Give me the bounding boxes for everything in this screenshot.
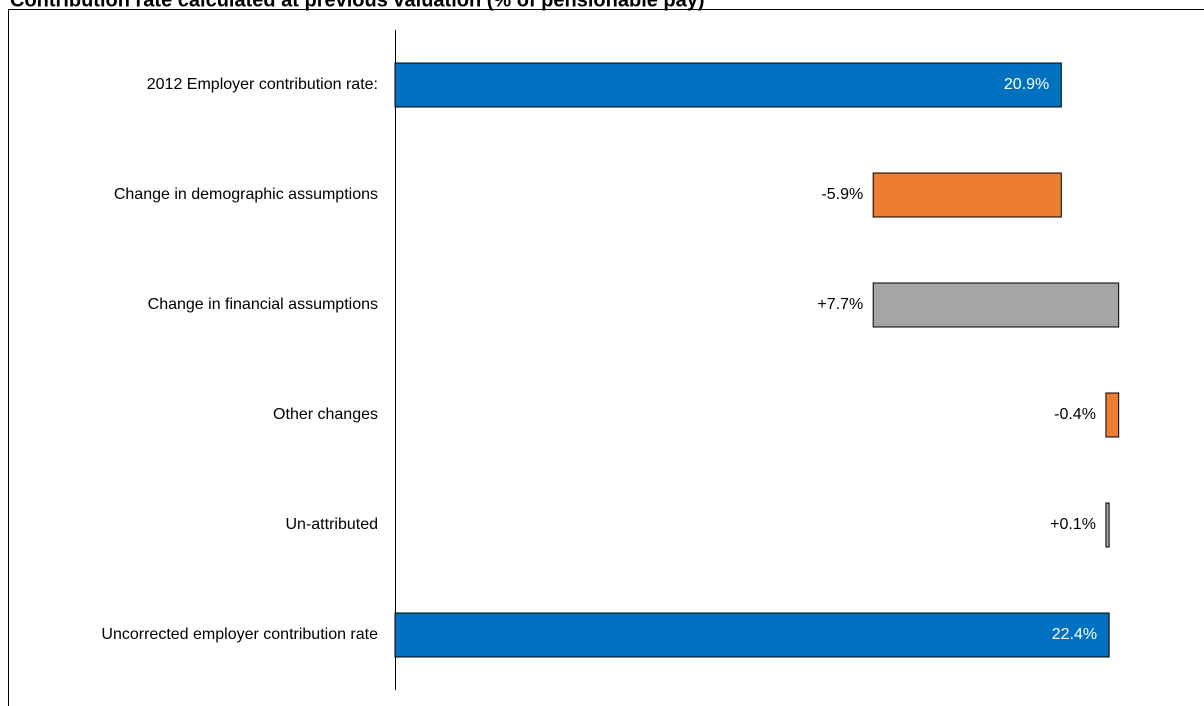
category-label: 2012 Employer contribution rate: xyxy=(147,76,378,93)
value-label: +0.1% xyxy=(1050,516,1096,533)
category-label: Change in financial assumptions xyxy=(148,296,378,313)
value-label: 22.4% xyxy=(1052,626,1097,643)
bar xyxy=(394,612,1110,658)
category-label: Uncorrected employer contribution rate xyxy=(101,626,378,643)
bar xyxy=(1105,392,1120,438)
chart-frame xyxy=(8,9,1204,706)
value-label: -0.4% xyxy=(1054,406,1096,423)
bar xyxy=(872,282,1120,328)
value-label: +7.7% xyxy=(817,296,863,313)
value-label: 20.9% xyxy=(1004,76,1049,93)
bar xyxy=(394,62,1062,108)
category-label: Un-attributed xyxy=(286,516,379,533)
chart-title: Contribution rate calculated at previous… xyxy=(10,0,705,11)
value-label: -5.9% xyxy=(821,186,863,203)
category-label: Change in demographic assumptions xyxy=(114,186,378,203)
bar xyxy=(872,172,1062,218)
category-label: Other changes xyxy=(273,406,378,423)
bar xyxy=(1105,502,1110,548)
